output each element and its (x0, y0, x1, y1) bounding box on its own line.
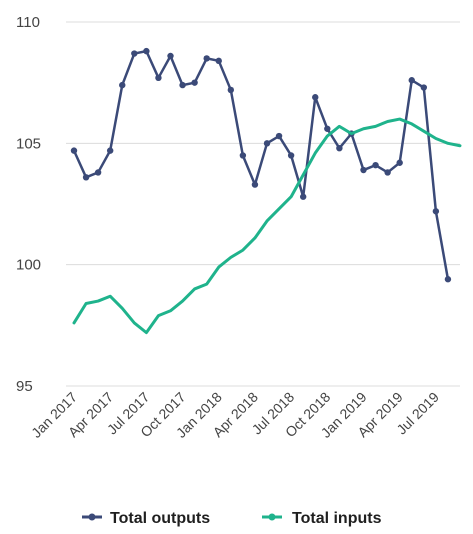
data-point (299, 193, 307, 200)
data-point (360, 166, 367, 174)
data-point (275, 132, 283, 140)
data-point (155, 74, 162, 82)
data-point (94, 169, 102, 176)
data-point (287, 152, 295, 159)
data-point (191, 79, 198, 86)
data-point (408, 77, 415, 84)
legend-item-total-inputs[interactable]: Total inputs (262, 510, 382, 527)
grid-layer (66, 21, 460, 387)
y-tick-label: 105 (16, 135, 41, 152)
data-point (70, 147, 78, 154)
data-point (336, 144, 343, 152)
data-point (239, 152, 247, 159)
data-point (167, 52, 174, 60)
data-point (119, 81, 126, 89)
data-point (444, 276, 452, 283)
data-point (203, 55, 210, 62)
data-point (131, 50, 138, 57)
data-point (179, 81, 186, 89)
data-point (372, 161, 379, 169)
data-point (324, 125, 331, 132)
legend-marker (268, 513, 276, 521)
data-point (215, 57, 222, 65)
data-point (82, 174, 90, 181)
data-point (396, 159, 403, 166)
legend: Total outputs Total inputs (82, 510, 382, 527)
legend-item-total-outputs[interactable]: Total outputs (82, 510, 210, 527)
y-axis: 95 100 105 110 (16, 14, 41, 395)
legend-label: Total outputs (110, 510, 210, 527)
data-point (106, 147, 114, 154)
legend-marker (88, 513, 96, 521)
data-point (251, 181, 259, 188)
series-layer (70, 47, 462, 335)
data-point (263, 140, 271, 147)
data-point (420, 84, 428, 91)
data-point (227, 86, 235, 94)
series-total-inputs (72, 117, 462, 335)
data-point (432, 208, 440, 215)
legend-label: Total inputs (292, 510, 382, 527)
data-point (143, 47, 150, 55)
series-total-outputs (70, 47, 452, 283)
y-tick-label: 100 (16, 257, 41, 274)
data-point (312, 94, 319, 101)
series-line (72, 117, 462, 335)
y-tick-label: 110 (16, 14, 40, 31)
series-line (72, 49, 450, 281)
y-tick-label: 95 (16, 378, 33, 395)
data-point (384, 169, 391, 176)
